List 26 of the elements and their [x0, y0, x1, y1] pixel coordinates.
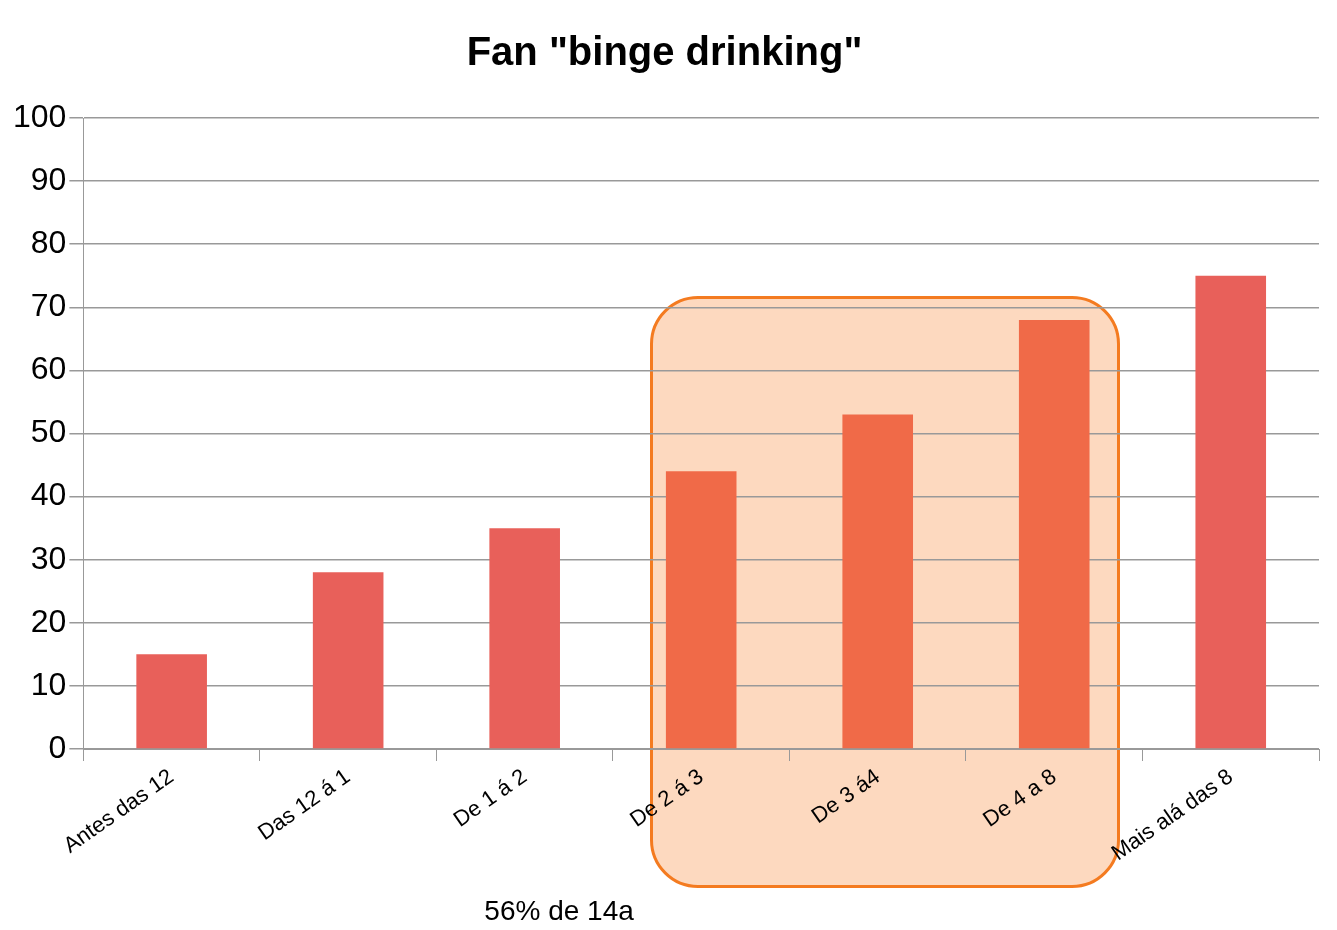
- y-tick-label: 20: [30, 602, 67, 639]
- y-tick-label: 0: [48, 728, 67, 765]
- bar: [665, 471, 737, 749]
- bar: [842, 414, 914, 749]
- x-tick-label: De 1 á 2: [448, 763, 532, 832]
- y-tick-label: 40: [30, 476, 67, 513]
- text: 56% de 14a: [484, 894, 635, 926]
- x-tick-label: De 2 á 3: [625, 763, 708, 832]
- y-tick-label: 50: [30, 413, 67, 450]
- bar: [489, 528, 560, 749]
- x-tick-label: De 4 a 8: [978, 763, 1061, 832]
- y-tick-label: 100: [13, 97, 67, 134]
- bar: [1195, 275, 1267, 749]
- x-tick-label: De 3 á4: [806, 763, 885, 829]
- bar: [136, 654, 207, 749]
- bar: [312, 572, 384, 749]
- x-tick-label: Mais alá das 8: [1106, 763, 1238, 866]
- y-tick-label: 60: [30, 350, 67, 387]
- chart-title: Fan "binge drinking": [466, 29, 863, 74]
- bar: [1018, 319, 1090, 749]
- y-tick-label: 80: [30, 224, 67, 261]
- y-tick-label: 90: [30, 160, 67, 197]
- x-tick-label: Das 12 á 1: [253, 763, 355, 845]
- y-tick-label: 70: [30, 287, 67, 324]
- y-tick-label: 10: [30, 665, 67, 702]
- y-tick-label: 30: [30, 539, 67, 576]
